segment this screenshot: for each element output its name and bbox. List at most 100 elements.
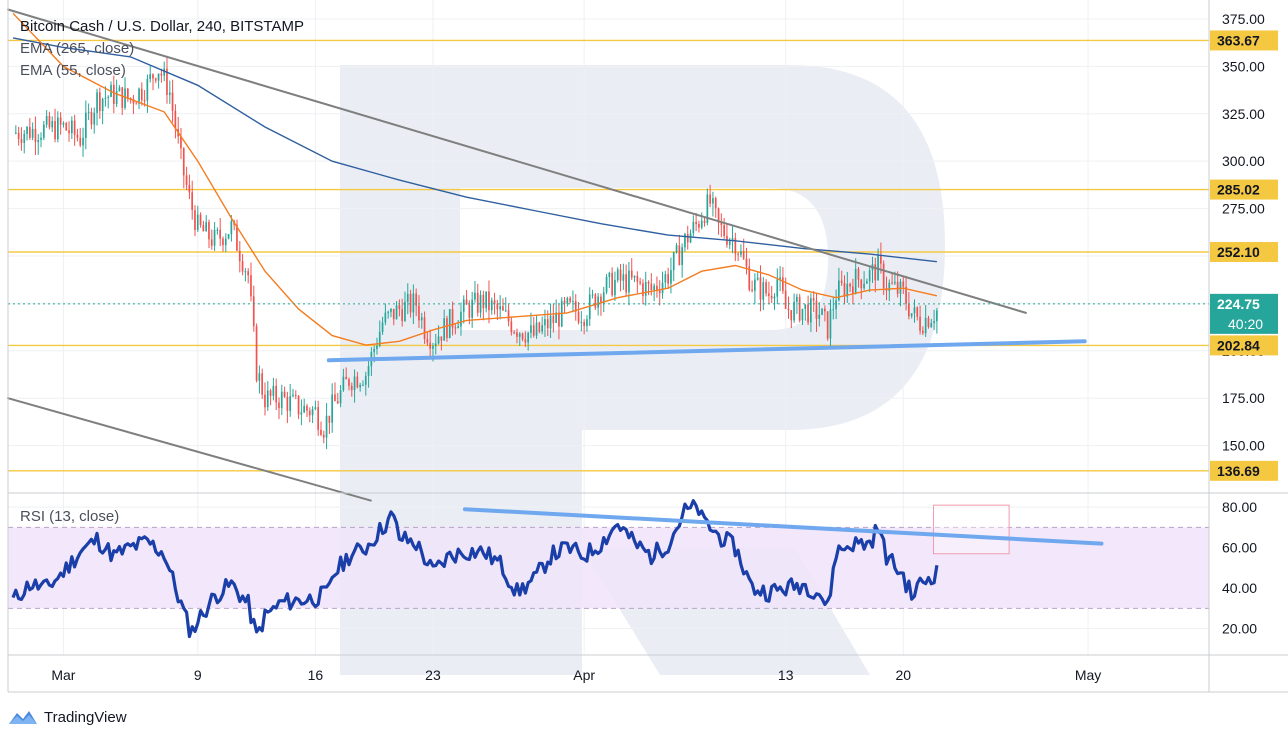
- candle-body: [832, 309, 835, 311]
- candle-body: [703, 220, 706, 223]
- candle-body: [48, 116, 51, 128]
- rsi-line: [11, 499, 939, 639]
- candle-body: [633, 275, 636, 278]
- candle-body: [185, 175, 188, 185]
- candle-body: [124, 88, 126, 108]
- time-tick-label: 13: [778, 667, 794, 683]
- candle-body: [412, 293, 415, 313]
- candle-body: [496, 303, 499, 310]
- candle-body: [642, 283, 644, 296]
- price-tick-label: 325.00: [1222, 106, 1265, 122]
- candle-body: [902, 281, 905, 287]
- candle-body: [751, 289, 753, 291]
- candle-body: [577, 311, 580, 323]
- candle-body: [857, 268, 860, 280]
- candle-body: [348, 379, 350, 386]
- tradingview-brand[interactable]: TradingView: [8, 704, 127, 730]
- candle-body: [602, 292, 605, 304]
- candle-body: [930, 323, 933, 328]
- candle-body: [65, 123, 68, 131]
- candle-body: [227, 234, 230, 239]
- candle-body: [843, 283, 846, 297]
- candle-body: [247, 271, 249, 276]
- candle-body: [880, 254, 882, 264]
- candle-body: [180, 136, 182, 149]
- candle-body: [852, 286, 854, 294]
- candle-body: [552, 315, 555, 323]
- candle-body: [527, 332, 529, 343]
- candle-body: [238, 250, 241, 262]
- candle-body: [737, 253, 739, 255]
- candle-body: [443, 318, 445, 341]
- candle-body: [462, 299, 465, 312]
- candle-body: [294, 394, 297, 396]
- candle-body: [815, 300, 818, 319]
- candle-body: [266, 390, 269, 408]
- candle-body: [796, 296, 798, 302]
- candle-body: [720, 222, 723, 225]
- candle-body: [118, 87, 121, 92]
- candle-body: [289, 396, 291, 411]
- candle-body: [418, 305, 420, 321]
- candle-body: [474, 292, 476, 300]
- candle-body: [759, 277, 762, 300]
- candle-body: [681, 247, 683, 266]
- candle-body: [661, 282, 664, 294]
- candle-body: [43, 124, 45, 138]
- candle-body: [468, 304, 471, 318]
- price-tick-label: 375.00: [1222, 11, 1265, 27]
- candle-body: [927, 317, 930, 327]
- candle-body: [85, 112, 87, 138]
- candle-body: [734, 238, 737, 254]
- candle-body: [432, 346, 434, 349]
- candle-body: [378, 331, 381, 346]
- candle-body: [471, 299, 473, 318]
- candle-body: [874, 264, 877, 281]
- candle-body: [29, 127, 31, 138]
- candle-body: [493, 300, 496, 304]
- candle-body: [157, 73, 160, 81]
- candle-body: [51, 121, 54, 128]
- time-tick-label: Apr: [573, 667, 595, 683]
- brand-name: TradingView: [44, 708, 127, 726]
- candle-body: [429, 342, 431, 349]
- candle-body: [908, 303, 910, 317]
- candle-body: [113, 84, 115, 104]
- candle-body: [68, 130, 70, 134]
- candle-body: [381, 322, 384, 332]
- candle-body: [863, 283, 865, 289]
- candle-body: [558, 312, 560, 327]
- candle-body: [768, 293, 770, 296]
- rsi-target-box: [933, 504, 1010, 555]
- candle-body: [936, 310, 938, 322]
- candle-body: [854, 268, 857, 294]
- candle-body: [829, 309, 832, 339]
- candle-body: [672, 252, 675, 271]
- lower-trend-line: [7, 397, 372, 502]
- candle-body: [292, 394, 294, 397]
- candle-body: [107, 96, 110, 98]
- candle-body: [507, 310, 510, 322]
- level-tag-label: 252.10: [1217, 244, 1260, 260]
- rsi-tick-label: 20.00: [1222, 621, 1257, 637]
- price-tick-label: 150.00: [1222, 438, 1265, 454]
- candle-body: [622, 274, 625, 281]
- candle-body: [742, 251, 745, 259]
- candle-body: [765, 282, 767, 294]
- candle-body: [754, 279, 756, 291]
- candle-body: [258, 373, 261, 381]
- candle-body: [191, 192, 193, 210]
- candle-body: [325, 415, 328, 438]
- candle-body: [387, 311, 389, 313]
- candle-body: [101, 98, 104, 112]
- candle-body: [619, 269, 622, 281]
- candle-body: [236, 224, 238, 251]
- candle-body: [740, 251, 742, 255]
- candle-body: [717, 208, 720, 223]
- candle-body: [398, 305, 401, 310]
- candle-body: [457, 326, 459, 328]
- candle-body: [300, 412, 303, 415]
- candle-body: [644, 282, 647, 296]
- candle-body: [479, 294, 482, 313]
- time-tick-label: 20: [896, 667, 912, 683]
